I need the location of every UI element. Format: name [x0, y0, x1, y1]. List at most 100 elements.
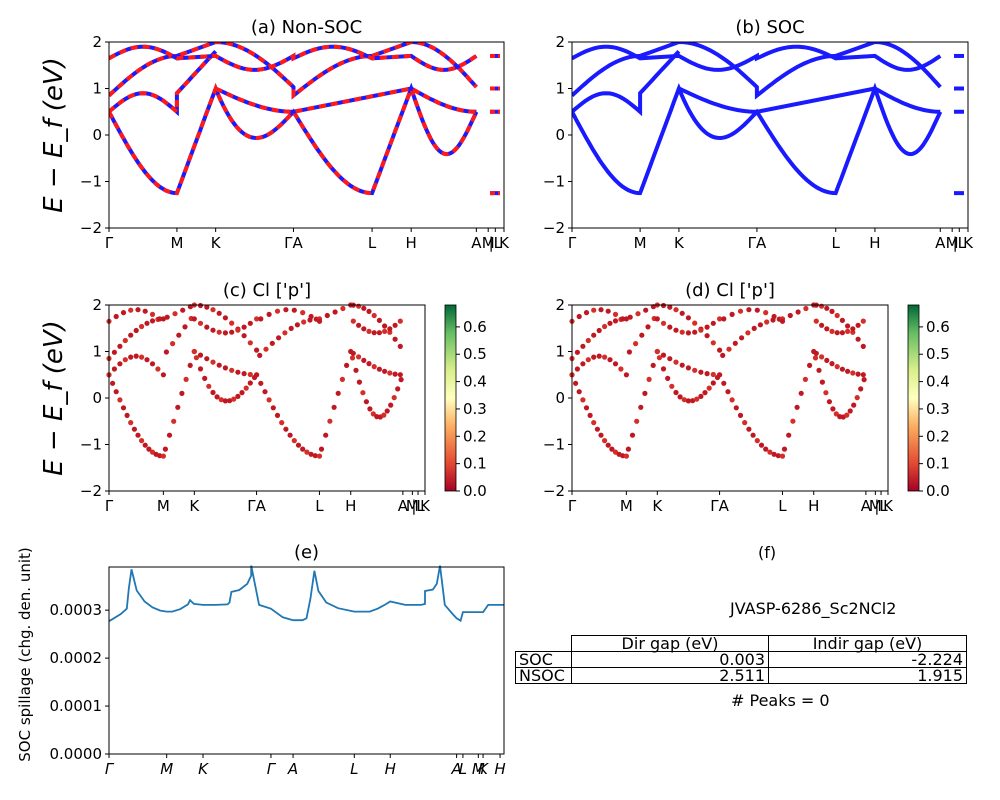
band-point-c	[210, 359, 216, 365]
band-point-d	[813, 318, 819, 324]
band-point-d	[710, 380, 716, 386]
band-point-c	[376, 330, 382, 336]
band-point-c	[120, 310, 127, 316]
band-line-a	[109, 82, 479, 196]
band-point-d	[834, 330, 840, 336]
band-point-c	[131, 426, 137, 432]
band-point-c	[227, 398, 233, 404]
band-point-d	[717, 372, 723, 378]
peaks-count: # Peaks = 0	[731, 691, 830, 710]
band-point-d	[819, 322, 825, 328]
band-point-d	[763, 310, 769, 316]
band-point-c	[142, 442, 148, 448]
x-tick-label-d: A	[861, 497, 872, 515]
x-tick-label-e: L	[459, 760, 467, 778]
band-point-c	[111, 366, 117, 372]
band-point-c	[222, 365, 228, 371]
band-point-c	[353, 367, 359, 373]
band-point-d	[858, 386, 864, 392]
x-tick-label-c: M	[406, 497, 419, 515]
band-point-c	[300, 446, 306, 452]
band-point-d	[839, 330, 846, 336]
colorbar-tick-label-d: 0.1	[926, 455, 950, 473]
band-point-d	[732, 340, 738, 346]
band-point-d	[733, 405, 739, 411]
band-point-d	[847, 408, 853, 414]
band-point-d	[692, 320, 698, 326]
band-point-c	[210, 307, 216, 313]
band-point-d	[704, 333, 710, 339]
band-line-a	[214, 86, 477, 114]
band-point-d	[829, 361, 835, 367]
band-point-c	[367, 406, 373, 412]
band-point-c	[283, 426, 289, 432]
band-point-c	[316, 318, 323, 324]
band-point-d	[860, 372, 866, 378]
x-tick-label-b: A	[935, 234, 946, 252]
band-point-c	[361, 326, 367, 332]
band-point-c	[371, 364, 377, 370]
band-point-d	[824, 357, 830, 363]
band-point-d	[763, 446, 769, 452]
y-tick-label-a: 1	[92, 80, 102, 98]
band-point-d	[677, 394, 683, 400]
band-point-d	[819, 303, 825, 309]
band-point-d	[860, 318, 866, 324]
band-point-c	[204, 356, 210, 362]
band-point-d	[729, 397, 735, 403]
x-tick-label-e: K	[198, 760, 209, 778]
band-point-c	[332, 309, 338, 315]
band-point-d	[751, 325, 757, 331]
y-tick-label-d: 0	[555, 389, 565, 407]
band-point-c	[387, 326, 393, 332]
band-point-d	[834, 312, 840, 319]
band-point-d	[587, 412, 593, 418]
band-point-d	[591, 354, 597, 360]
band-point-c	[222, 398, 228, 404]
band-point-c	[247, 380, 253, 386]
band-point-d	[819, 379, 826, 385]
band-point-c	[172, 311, 178, 317]
band-point-d	[839, 317, 846, 323]
band-point-c	[376, 317, 382, 323]
y-tick-label-c: 1	[92, 343, 102, 361]
band-point-d	[829, 328, 835, 334]
band-point-d	[726, 346, 732, 352]
band-point-c	[274, 412, 281, 418]
band-point-d	[704, 371, 710, 377]
band-point-d	[612, 311, 619, 317]
band-point-d	[583, 310, 590, 316]
band-line-b	[572, 49, 681, 117]
band-point-d	[612, 318, 619, 324]
band-point-c	[257, 352, 263, 358]
nsoc-dir-gap: 2.511	[571, 667, 769, 684]
band-line-a	[109, 82, 479, 196]
band-point-c	[397, 343, 403, 349]
band-point-d	[667, 356, 673, 362]
band-point-c	[204, 324, 210, 330]
band-point-d	[844, 412, 850, 418]
band-point-d	[598, 307, 604, 313]
band-point-c	[376, 366, 382, 372]
band-point-d	[854, 395, 860, 401]
x-tick-label-e: M	[472, 760, 485, 778]
indir-gap-header: Indir gap (eV)	[768, 635, 967, 652]
band-point-c	[243, 385, 249, 391]
x-tick-label-c: A	[398, 497, 409, 515]
band-point-d	[573, 380, 579, 386]
band-point-d	[692, 367, 698, 373]
band-line-a	[109, 44, 478, 72]
band-point-d	[710, 320, 716, 326]
band-point-c	[187, 362, 193, 368]
band-point-d	[767, 449, 773, 455]
band-point-d	[855, 322, 861, 328]
band-point-d	[833, 411, 839, 417]
band-point-c	[113, 389, 119, 395]
band-point-c	[164, 314, 170, 320]
band-point-c	[300, 310, 306, 316]
x-tick-label-a: M	[170, 234, 183, 252]
band-point-c	[266, 311, 272, 317]
band-point-d	[591, 307, 597, 313]
band-point-d	[824, 326, 830, 332]
